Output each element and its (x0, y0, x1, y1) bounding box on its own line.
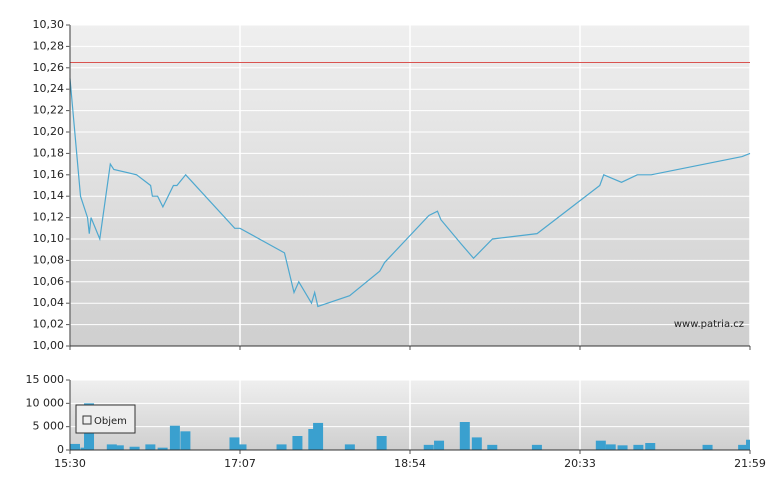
volume-bar (531, 444, 542, 450)
volume-bar (113, 445, 124, 450)
y-tick-label: 10,30 (33, 18, 65, 31)
y-tick-label: 10,24 (33, 82, 65, 95)
volume-bar (434, 440, 445, 450)
y-tick-label: 5 000 (33, 420, 65, 433)
x-tick-label: 17:07 (224, 457, 256, 470)
legend-swatch (82, 415, 92, 425)
volume-bar (180, 431, 191, 450)
x-tick-label: 21:59 (734, 457, 766, 470)
legend-box (75, 404, 136, 434)
volume-bar (471, 437, 482, 450)
y-tick-label: 10,26 (33, 61, 65, 74)
volume-bar (292, 436, 303, 450)
y-tick-label: 10,02 (33, 318, 65, 331)
volume-bar (617, 445, 628, 450)
x-tick-label: 18:54 (394, 457, 426, 470)
y-tick-label: 0 (57, 443, 64, 456)
y-tick-label: 10,04 (33, 296, 65, 309)
volume-bar (738, 444, 749, 450)
volume-bar (423, 444, 434, 450)
y-tick-label: 15 000 (26, 373, 65, 386)
volume-bar (276, 444, 287, 450)
y-tick-label: 10,00 (33, 339, 65, 352)
volume-bar (605, 444, 616, 450)
volume-bar (236, 444, 247, 450)
y-tick-label: 10 000 (26, 396, 65, 409)
volume-bar (645, 443, 656, 450)
volume-bar (633, 444, 644, 450)
y-tick-label: 10,16 (33, 168, 65, 181)
volume-bar (459, 422, 470, 450)
y-tick-label: 10,14 (33, 189, 65, 202)
volume-bar (746, 439, 750, 450)
y-tick-label: 10,08 (33, 253, 65, 266)
x-tick-label: 20:33 (564, 457, 596, 470)
volume-bar (229, 437, 240, 450)
y-tick-label: 10,12 (33, 211, 65, 224)
y-tick-label: 10,28 (33, 39, 65, 52)
volume-bar (344, 444, 355, 450)
volume-bar (376, 436, 387, 450)
volume-bar (106, 444, 117, 450)
price-line (69, 78, 751, 308)
volume-bar (157, 447, 168, 450)
volume-bar (595, 440, 606, 450)
volume-bar (145, 444, 156, 450)
legend-label: Objem (94, 416, 127, 427)
y-tick-label: 10,22 (33, 104, 65, 117)
y-tick-label: 10,06 (33, 275, 65, 288)
volume-bar (313, 422, 324, 450)
watermark: www.patria.cz (674, 319, 744, 330)
y-tick-label: 10,18 (33, 146, 65, 159)
volume-bar (129, 446, 140, 450)
volume-bar (70, 443, 80, 450)
x-tick-label: 15:30 (54, 457, 86, 470)
volume-bar (702, 444, 713, 450)
y-tick-label: 10,10 (33, 232, 65, 245)
y-tick-label: 10,20 (33, 125, 65, 138)
volume-bar (169, 425, 180, 450)
volume-bar (487, 444, 498, 450)
